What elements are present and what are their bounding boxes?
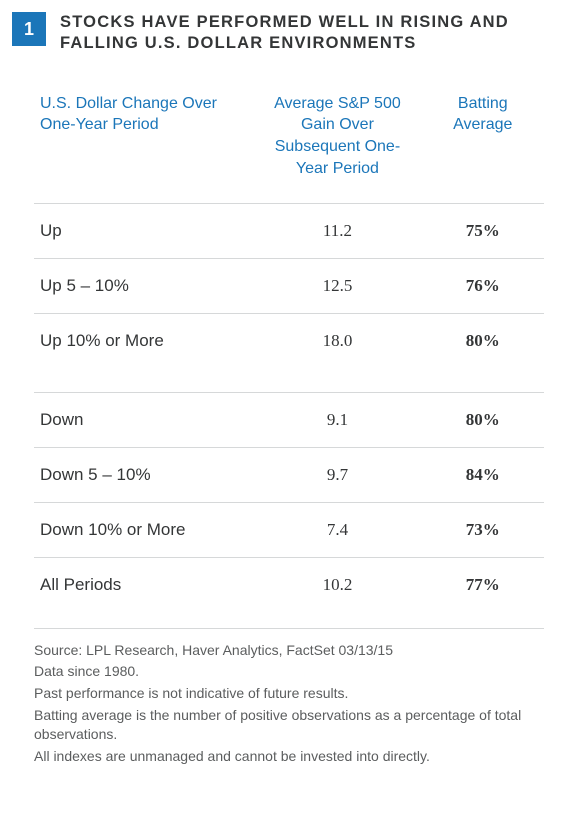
column-header-sp500-gain: Average S&P 500 Gain Over Subsequent One… <box>253 83 421 204</box>
row-batting-avg: 73% <box>422 502 544 557</box>
row-label: Up 10% or More <box>34 314 253 369</box>
figure-title: STOCKS HAVE PERFORMED WELL IN RISING AND… <box>60 12 544 55</box>
footnote-line: All indexes are unmanaged and cannot be … <box>34 747 544 767</box>
row-label: Up 5 – 10% <box>34 259 253 314</box>
row-label: All Periods <box>34 557 253 612</box>
table-row: Up 10% or More18.080% <box>34 314 544 369</box>
performance-table: U.S. Dollar Change Over One-Year Period … <box>34 83 544 612</box>
row-label: Up <box>34 204 253 259</box>
footnotes: Source: LPL Research, Haver Analytics, F… <box>34 628 544 767</box>
row-gain: 10.2 <box>253 557 421 612</box>
row-batting-avg: 76% <box>422 259 544 314</box>
row-label: Down <box>34 392 253 447</box>
table-container: U.S. Dollar Change Over One-Year Period … <box>34 83 544 612</box>
row-batting-avg: 80% <box>422 314 544 369</box>
group-gap <box>34 368 544 392</box>
row-label: Down 10% or More <box>34 502 253 557</box>
row-batting-avg: 75% <box>422 204 544 259</box>
row-batting-avg: 84% <box>422 447 544 502</box>
figure-header: 1 STOCKS HAVE PERFORMED WELL IN RISING A… <box>12 12 544 55</box>
footnote-line: Batting average is the number of positiv… <box>34 706 544 745</box>
row-batting-avg: 80% <box>422 392 544 447</box>
figure-number-badge: 1 <box>12 12 46 46</box>
row-gain: 11.2 <box>253 204 421 259</box>
row-gain: 7.4 <box>253 502 421 557</box>
table-row: All Periods10.277% <box>34 557 544 612</box>
footnote-line: Source: LPL Research, Haver Analytics, F… <box>34 641 544 661</box>
footnote-line: Past performance is not indicative of fu… <box>34 684 544 704</box>
table-row: Up 5 – 10%12.576% <box>34 259 544 314</box>
column-header-batting-avg: Batting Average <box>422 83 544 204</box>
row-gain: 12.5 <box>253 259 421 314</box>
row-label: Down 5 – 10% <box>34 447 253 502</box>
row-gain: 9.1 <box>253 392 421 447</box>
table-row: Down 5 – 10%9.784% <box>34 447 544 502</box>
row-gain: 18.0 <box>253 314 421 369</box>
column-header-dollar-change: U.S. Dollar Change Over One-Year Period <box>34 83 253 204</box>
table-row: Down9.180% <box>34 392 544 447</box>
row-gain: 9.7 <box>253 447 421 502</box>
table-row: Down 10% or More7.473% <box>34 502 544 557</box>
row-batting-avg: 77% <box>422 557 544 612</box>
footnote-line: Data since 1980. <box>34 662 544 682</box>
table-row: Up11.275% <box>34 204 544 259</box>
